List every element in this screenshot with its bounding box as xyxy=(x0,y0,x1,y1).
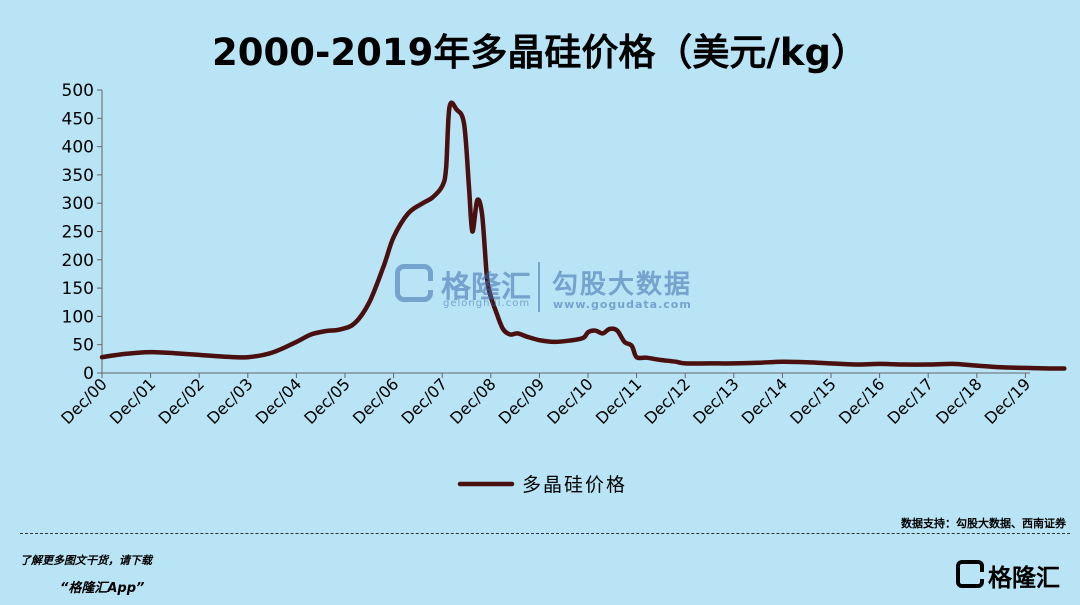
x-tick-label: Dec/15 xyxy=(786,374,840,428)
x-tick-label: Dec/12 xyxy=(640,374,694,428)
x-tick-label: Dec/13 xyxy=(689,374,743,428)
footer-logo-icon xyxy=(956,560,984,588)
x-tick-label: Dec/11 xyxy=(592,374,646,428)
watermark-divider xyxy=(538,262,540,312)
y-tick-label: 150 xyxy=(62,279,94,299)
legend: 多晶硅价格 xyxy=(457,474,627,496)
y-tick-label: 0 xyxy=(83,364,94,384)
y-tick-label: 100 xyxy=(62,307,94,327)
x-tick-label: Dec/16 xyxy=(835,374,889,428)
x-tick-label: Dec/18 xyxy=(932,374,986,428)
watermark: 格隆汇 gelonghui.com 勾股大数据 www.gogudata.com xyxy=(395,258,705,318)
series-line-0 xyxy=(99,100,1067,371)
x-tick-label: Dec/02 xyxy=(154,374,208,428)
watermark-partner: 勾股大数据 xyxy=(552,270,693,300)
x-tick-label: Dec/17 xyxy=(883,374,937,428)
y-tick-label: 400 xyxy=(62,138,94,158)
x-tick-label: Dec/10 xyxy=(543,374,597,428)
x-tick-label: Dec/05 xyxy=(300,374,354,428)
legend-label: 多晶硅价格 xyxy=(522,474,627,496)
x-tick-label: Dec/09 xyxy=(495,374,549,428)
footer-logo: 格隆汇 xyxy=(956,556,1066,592)
x-tick-label: Dec/06 xyxy=(349,374,403,428)
y-tick-label: 350 xyxy=(62,166,94,186)
x-tick-label: Dec/03 xyxy=(203,374,257,428)
footer-app-text: “格隆汇App” xyxy=(60,581,145,596)
watermark-domain: gelonghui.com xyxy=(443,298,531,309)
x-tick-labels: Dec/00Dec/01Dec/02Dec/03Dec/04Dec/05Dec/… xyxy=(57,373,1034,428)
source-note: 数据支持：勾股大数据、西南证券 xyxy=(901,517,1066,530)
watermark-logo-icon xyxy=(395,264,433,302)
watermark-brand: 格隆汇 xyxy=(441,270,531,305)
y-tick-label: 50 xyxy=(72,336,94,356)
y-tick-label: 500 xyxy=(62,81,94,101)
watermark-partner-domain: www.gogudata.com xyxy=(553,298,692,311)
x-tick-label: Dec/19 xyxy=(981,374,1035,428)
series-layer xyxy=(99,100,1067,371)
footer-logo-text: 格隆汇 xyxy=(988,564,1060,592)
y-tick-label: 450 xyxy=(62,109,94,129)
chart-title: 2000-2019年多晶硅价格（美元/kg） xyxy=(212,31,868,74)
x-tick-label: Dec/07 xyxy=(397,374,451,428)
chart-axes xyxy=(101,90,1030,374)
y-tick-label: 250 xyxy=(62,223,94,243)
y-tick-labels: 0 50 100 150 200 250 300 350 400 450 500 xyxy=(62,81,102,384)
footer-divider xyxy=(20,533,1070,534)
footer-promo-text: 了解更多图文干货，请下载 xyxy=(20,554,152,567)
x-tick-label: Dec/04 xyxy=(252,374,306,428)
x-tick-label: Dec/01 xyxy=(106,374,160,428)
y-tick-label: 300 xyxy=(62,194,94,214)
y-tick-label: 200 xyxy=(62,251,94,271)
x-tick-label: Dec/14 xyxy=(738,374,792,428)
x-tick-label: Dec/08 xyxy=(446,374,500,428)
